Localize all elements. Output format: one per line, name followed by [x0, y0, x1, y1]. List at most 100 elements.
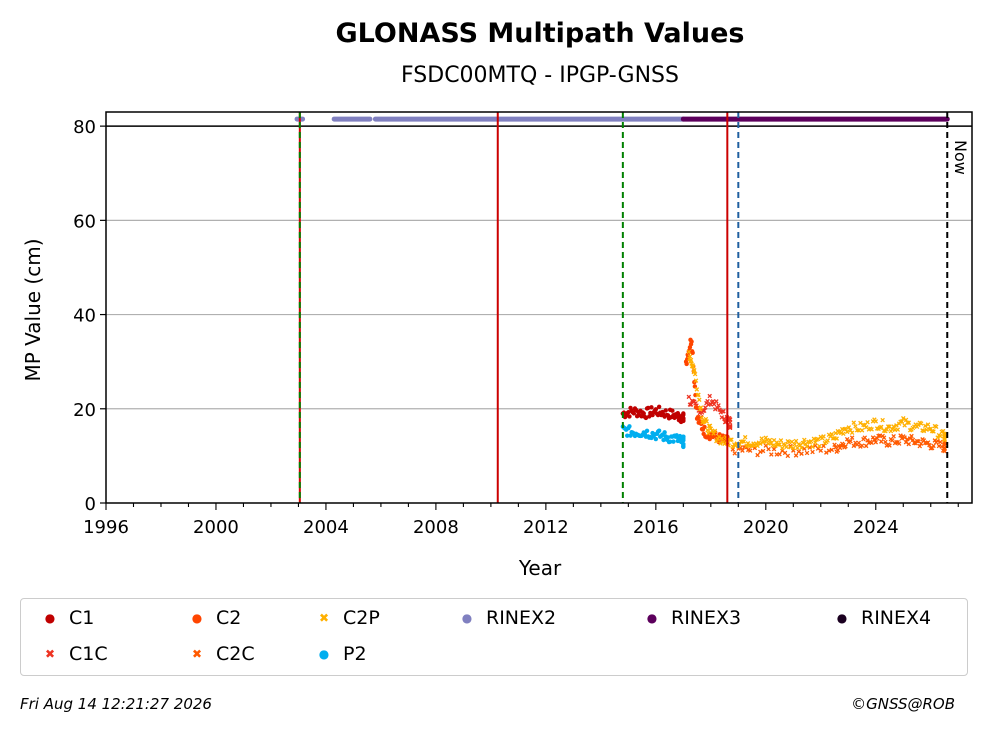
point-c2p	[865, 419, 870, 425]
point-c2c	[758, 449, 763, 455]
legend-marker: ●	[191, 611, 203, 625]
point-c2c	[896, 441, 902, 446]
point-c2p	[851, 420, 857, 425]
point-c2c	[799, 451, 804, 456]
legend-item-c1c: ✖ C1C	[39, 643, 108, 665]
point-c1c	[687, 402, 693, 407]
point-c2p	[813, 440, 818, 445]
legend-label: RINEX2	[486, 607, 557, 629]
x-axis-label: Year	[518, 556, 562, 580]
legend-item-rinex2: ● RINEX2	[456, 607, 556, 629]
point-c2c	[844, 436, 850, 442]
point-c2p	[730, 444, 736, 450]
point-c2p	[712, 428, 718, 434]
legend-label: C1C	[69, 643, 108, 665]
point-c2p	[844, 429, 850, 435]
point-c2p	[686, 349, 692, 355]
point-p2	[656, 428, 662, 433]
point-c1c	[719, 415, 725, 420]
point-c2p	[895, 427, 901, 432]
y-axis-label: MP Value (cm)	[21, 238, 45, 381]
point-c1c	[701, 408, 707, 414]
point-c1	[649, 405, 654, 410]
point-p2	[644, 428, 650, 434]
point-c2p	[843, 426, 848, 432]
point-c2	[692, 384, 698, 389]
point-c2c	[938, 439, 943, 445]
x-tick-label: 2016	[633, 517, 679, 538]
point-c2p	[687, 354, 693, 359]
grid-lines	[106, 125, 972, 410]
point-c2p	[778, 438, 784, 443]
point-c2p	[699, 415, 705, 420]
point-c2	[689, 339, 694, 344]
x-tick-label: 1996	[83, 517, 129, 538]
point-c2p	[869, 427, 874, 432]
point-c2c	[859, 443, 865, 448]
point-c2p	[923, 423, 928, 429]
point-c2p	[784, 444, 789, 450]
point-c2c	[872, 437, 877, 442]
legend-item-c1: ● C1	[39, 607, 95, 629]
point-c2	[684, 361, 689, 367]
point-c2p	[707, 423, 713, 429]
point-c2p	[690, 364, 696, 369]
point-c1c	[686, 394, 692, 400]
point-c2p	[894, 423, 899, 428]
point-c2	[690, 350, 695, 356]
point-c2p	[885, 424, 891, 429]
point-c2p	[799, 445, 804, 451]
point-c2p	[829, 431, 835, 437]
point-p2	[681, 436, 686, 441]
point-c2c	[902, 435, 907, 440]
chart-subtitle: FSDC00MTQ - IPGP-GNSS	[401, 63, 679, 88]
point-c2p	[705, 427, 710, 433]
point-c2p	[791, 445, 796, 451]
point-c2p	[879, 424, 884, 430]
legend-marker: ✖	[44, 647, 56, 661]
point-c2p	[718, 441, 723, 446]
x-tick-label: 2024	[853, 517, 899, 538]
legend-item-c2: ● C2	[186, 607, 242, 629]
legend-label: P2	[343, 643, 367, 665]
point-c2p	[825, 438, 830, 443]
point-p2	[653, 436, 659, 442]
point-c2c	[898, 433, 903, 438]
y-tick-label: 80	[73, 117, 96, 138]
point-c2p	[697, 397, 702, 403]
point-c2c	[769, 452, 774, 457]
point-c2c	[818, 448, 824, 453]
point-c2p	[711, 431, 716, 436]
point-c2p	[729, 437, 734, 442]
point-c2p	[858, 420, 863, 426]
legend-label: C2	[216, 607, 242, 629]
point-c2c	[907, 436, 913, 441]
point-c1c	[707, 393, 712, 399]
point-c2p	[810, 444, 815, 450]
point-c2p	[906, 420, 912, 425]
footer-credit: ©GNSS@ROB	[851, 695, 955, 713]
point-c2p	[688, 357, 694, 363]
point-c2p	[763, 435, 769, 440]
legend-marker: ●	[44, 611, 56, 625]
axes: 0 20 40 60 80 1996 2000 2004 2008 2012 2016 2020 202…	[73, 117, 959, 538]
point-c1	[631, 411, 637, 416]
point-c2c	[804, 450, 810, 456]
point-p2	[627, 424, 632, 429]
point-c2c	[740, 448, 745, 453]
y-tick-label: 60	[73, 211, 96, 232]
point-c2p	[719, 436, 725, 441]
plot-frame	[105, 111, 973, 504]
legend: ● C1 ● C2 ✖ C2P ● RINEX2 ● RINEX3 ● RINEX4 ✖ C1C ✖ C2C ●…	[20, 598, 968, 676]
point-c2c	[760, 448, 766, 454]
legend-label: RINEX4	[861, 607, 932, 629]
point-c2p	[788, 444, 793, 450]
point-c2p	[899, 419, 905, 424]
y-tick-label: 40	[73, 306, 96, 327]
point-c2p	[740, 439, 745, 444]
point-c2c	[837, 445, 843, 451]
point-c2c	[826, 448, 832, 453]
point-c1c	[700, 408, 706, 413]
point-c1	[643, 415, 649, 421]
point-c2p	[693, 378, 699, 383]
